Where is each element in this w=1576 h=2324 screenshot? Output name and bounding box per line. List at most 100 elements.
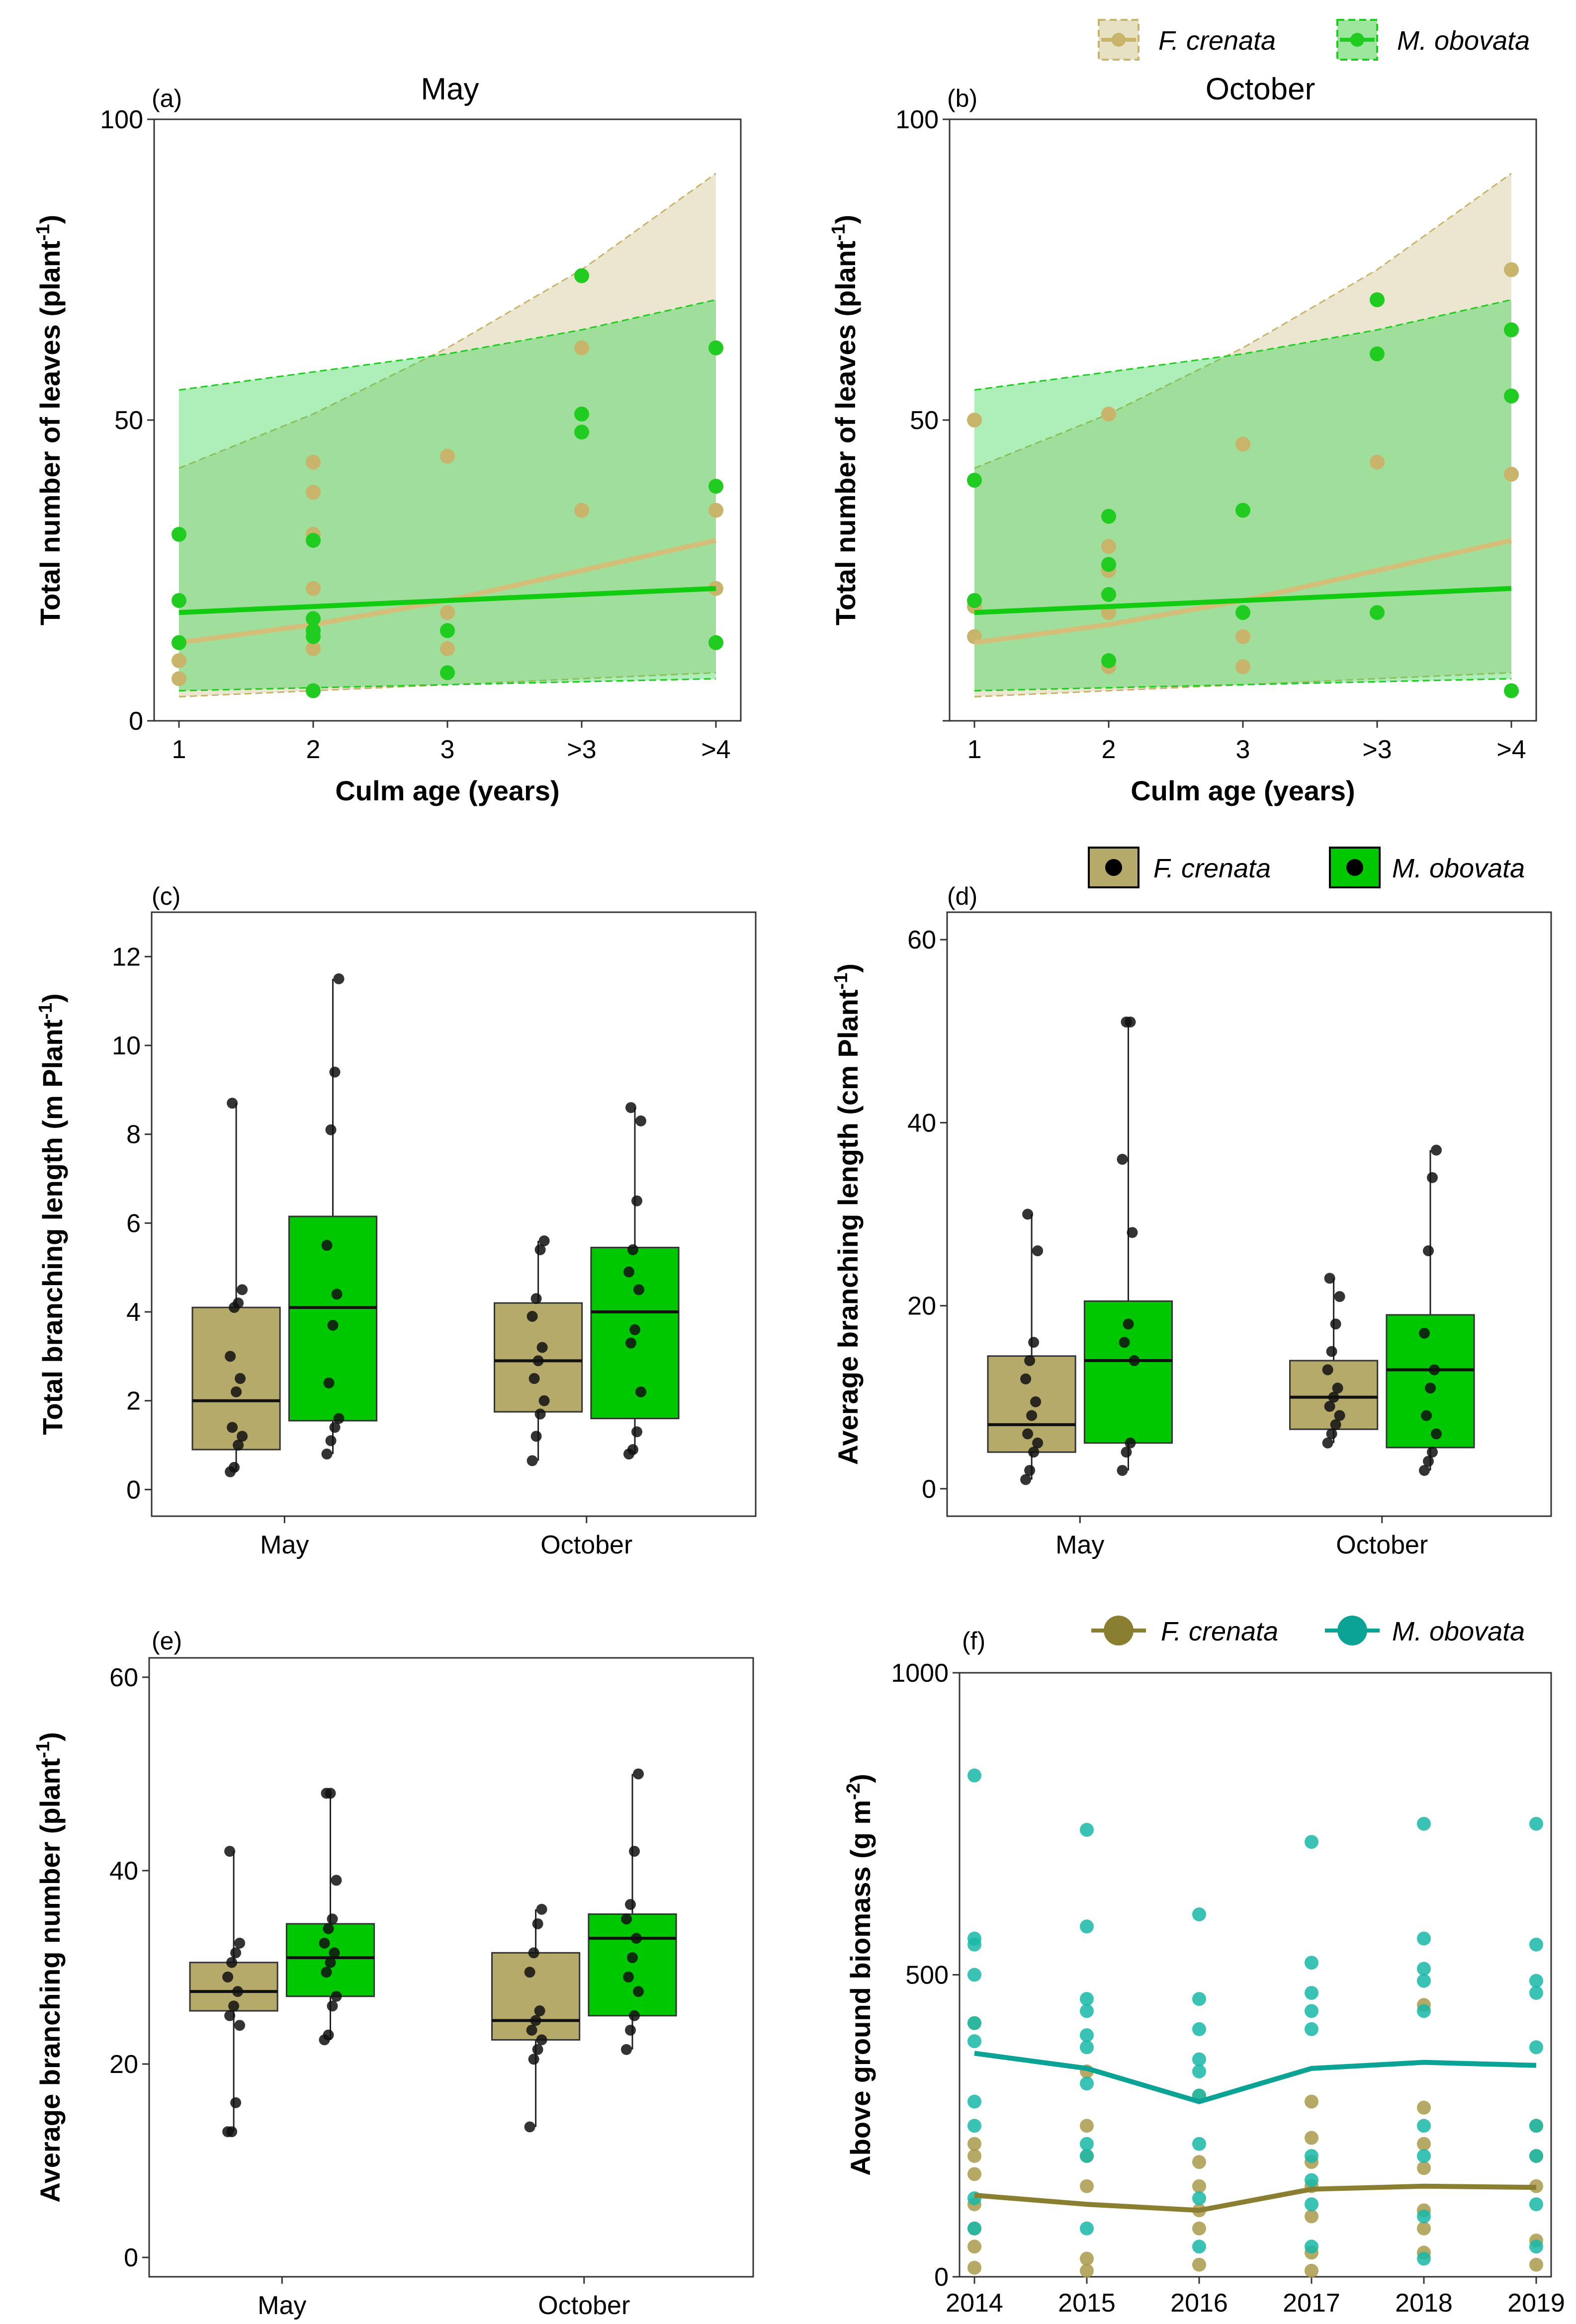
panel-title: May <box>421 72 479 106</box>
data-point <box>635 1115 646 1126</box>
data-point <box>1235 629 1250 644</box>
data-point <box>1080 2263 1094 2278</box>
data-point <box>1125 1437 1136 1449</box>
data-point <box>629 1324 640 1335</box>
data-point <box>224 1846 236 1857</box>
data-point <box>1330 1419 1341 1430</box>
plot-frame <box>946 911 1552 1517</box>
confidence-lower <box>178 678 716 691</box>
data-point <box>1305 2239 1318 2254</box>
data-point <box>574 340 589 355</box>
data-point <box>625 2024 636 2036</box>
data-point <box>967 2221 981 2236</box>
data-point <box>323 1923 334 1934</box>
data-point <box>536 1342 548 1353</box>
legend-bottom-crenata-dot <box>1104 1616 1134 1645</box>
data-point <box>574 503 589 518</box>
y-axis-title: Total branching length (m Plant-1) <box>35 993 68 1435</box>
data-point <box>1423 1245 1434 1257</box>
panel-label: (c) <box>152 882 180 910</box>
data-point <box>329 1422 341 1433</box>
data-point <box>230 2097 242 2108</box>
data-point <box>331 1875 342 1886</box>
data-point <box>708 340 723 355</box>
confidence-band <box>179 173 716 697</box>
data-point <box>1427 1172 1438 1183</box>
data-point <box>633 1986 644 1997</box>
data-point <box>234 2020 246 2031</box>
data-point <box>708 503 723 518</box>
data-point <box>228 2000 240 2012</box>
data-point <box>325 1788 336 1799</box>
panel-label: (b) <box>947 85 977 112</box>
y-tick-label: 8 <box>126 1120 141 1149</box>
data-point <box>1080 1822 1094 1837</box>
data-point <box>1417 1931 1431 1946</box>
y-tick-label: 10 <box>112 1032 141 1060</box>
data-point <box>967 2239 981 2254</box>
data-point <box>526 2024 537 2036</box>
x-tick-label: 2 <box>1102 735 1116 764</box>
data-point <box>1022 1428 1034 1440</box>
data-point <box>1026 1410 1038 1421</box>
y-tick-label: 0 <box>934 2263 949 2292</box>
data-point <box>440 665 455 681</box>
data-point <box>1504 262 1519 277</box>
data-point <box>235 1373 246 1384</box>
x-tick-label: >3 <box>567 735 596 764</box>
data-point <box>627 1952 638 1964</box>
data-point <box>1417 1816 1431 1831</box>
data-point <box>1504 466 1519 482</box>
y-axis-title: Average branching length (cm Plant-1) <box>831 963 864 1465</box>
box <box>588 1913 677 2017</box>
data-point <box>230 1947 242 1959</box>
x-tick-label: 2016 <box>1170 2289 1228 2318</box>
legend-middle-crenata-label: F. crenata <box>1153 854 1271 883</box>
data-point <box>1024 1464 1036 1476</box>
y-tick-label: 100 <box>100 105 143 134</box>
data-point <box>530 1293 542 1304</box>
data-point <box>967 2137 981 2151</box>
data-point <box>532 2044 543 2055</box>
y-tick-label: 60 <box>907 926 936 954</box>
data-point <box>1324 1273 1335 1284</box>
data-point <box>1192 2155 1206 2169</box>
data-point <box>1125 1016 1136 1028</box>
data-point <box>1431 1428 1442 1440</box>
data-point <box>1305 2173 1318 2187</box>
data-point <box>534 2005 545 2017</box>
data-point <box>633 1768 644 1780</box>
data-point <box>1192 1907 1206 1921</box>
data-point <box>1119 1337 1130 1348</box>
data-point <box>1080 2028 1094 2042</box>
data-point <box>1417 2149 1431 2163</box>
panel-label: (e) <box>152 1627 182 1655</box>
data-point <box>574 268 589 283</box>
data-point <box>325 1435 337 1447</box>
data-point <box>1423 1456 1434 1467</box>
data-point <box>1117 1464 1128 1476</box>
data-point <box>621 1913 632 1925</box>
data-point <box>1417 2137 1431 2151</box>
data-point <box>1028 1337 1040 1348</box>
data-point <box>574 406 589 422</box>
y-tick-label: 1000 <box>891 1659 949 1688</box>
data-point <box>1117 1154 1128 1165</box>
legend-middle-crenata-key <box>1088 847 1139 888</box>
x-tick-label: May <box>1055 1531 1104 1559</box>
data-point <box>1529 2197 1543 2212</box>
data-point <box>1080 2004 1094 2018</box>
data-point <box>532 1355 544 1367</box>
data-point <box>967 413 982 428</box>
data-point <box>625 1337 636 1349</box>
x-tick-label: May <box>258 2291 306 2320</box>
data-point <box>222 1971 234 1982</box>
x-tick-label: >4 <box>1496 735 1526 764</box>
data-point <box>708 479 723 494</box>
data-point <box>623 1971 634 1982</box>
data-point <box>1192 2179 1206 2193</box>
data-point <box>967 1768 981 1783</box>
x-tick-label: 2 <box>306 735 321 764</box>
data-point <box>306 623 321 638</box>
